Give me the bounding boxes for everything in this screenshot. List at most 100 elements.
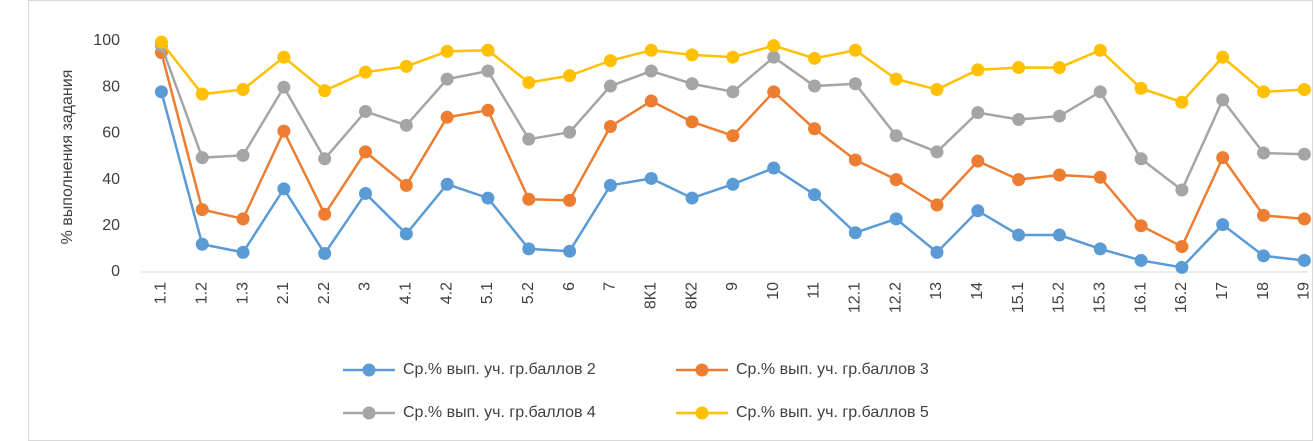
point <box>1134 219 1148 233</box>
point <box>1052 109 1066 123</box>
point <box>1093 242 1107 256</box>
point <box>481 103 495 117</box>
point <box>726 129 740 143</box>
point <box>685 115 699 129</box>
point <box>1175 183 1189 197</box>
point <box>685 77 699 91</box>
x-tick-label: 12.1 <box>847 282 864 313</box>
y-tick-label: 60 <box>102 125 120 142</box>
point <box>1012 61 1026 75</box>
point <box>1257 249 1271 263</box>
point <box>603 178 617 192</box>
point <box>318 247 332 261</box>
point <box>1052 168 1066 182</box>
point <box>359 186 372 200</box>
point <box>1052 61 1066 75</box>
legend-label: Ср.% вып. уч. гр.баллов 3 <box>736 361 929 378</box>
point <box>848 226 862 240</box>
point <box>399 227 413 241</box>
point <box>440 177 454 191</box>
point <box>1297 212 1311 226</box>
point <box>726 50 740 64</box>
point <box>318 84 332 98</box>
point <box>1216 93 1230 107</box>
point <box>767 50 781 64</box>
point <box>522 192 536 206</box>
point <box>563 244 577 258</box>
point <box>1175 260 1189 274</box>
x-tick-label: 8К1 <box>642 282 659 309</box>
point <box>1012 113 1026 127</box>
point <box>644 64 658 78</box>
point <box>1093 170 1107 184</box>
point <box>1134 81 1148 95</box>
legend-marker <box>362 406 376 420</box>
point <box>277 80 291 94</box>
chart-border <box>28 0 1313 441</box>
x-tick-label: 1.3 <box>234 282 251 304</box>
point <box>563 125 577 139</box>
point <box>154 35 168 49</box>
point <box>971 63 985 77</box>
x-tick-label: 15.2 <box>1051 282 1068 313</box>
x-tick-label: 11 <box>806 282 823 299</box>
point <box>1257 208 1271 222</box>
point <box>889 173 903 187</box>
point <box>603 119 617 133</box>
point <box>563 193 577 207</box>
point <box>889 212 903 226</box>
y-tick-label: 0 <box>111 263 120 280</box>
point <box>726 85 740 99</box>
point <box>1297 83 1311 97</box>
point <box>808 122 822 136</box>
point <box>767 161 781 175</box>
point <box>1012 173 1026 187</box>
point <box>1093 85 1107 99</box>
point <box>1216 151 1230 165</box>
point <box>726 177 740 191</box>
point <box>1175 95 1189 109</box>
x-tick-label: 8К2 <box>683 282 700 309</box>
point <box>1093 43 1107 57</box>
point <box>1134 253 1148 267</box>
point <box>971 204 985 218</box>
point <box>1257 85 1271 99</box>
point <box>154 85 168 99</box>
legend-marker <box>362 363 376 377</box>
point <box>359 145 372 159</box>
point <box>930 198 944 212</box>
point <box>236 148 250 162</box>
point <box>359 65 372 79</box>
point <box>848 43 862 57</box>
point <box>1052 228 1066 242</box>
x-tick-label: 9 <box>724 282 741 291</box>
x-tick-label: 5.1 <box>479 282 496 304</box>
point <box>603 79 617 93</box>
point <box>236 245 250 259</box>
point <box>236 212 250 226</box>
point <box>440 44 454 58</box>
point <box>359 104 372 118</box>
point <box>399 178 413 192</box>
x-tick-label: 4.1 <box>398 282 415 304</box>
point <box>808 51 822 65</box>
x-tick-label: 4.2 <box>438 282 455 304</box>
point <box>848 77 862 91</box>
point <box>644 171 658 185</box>
point <box>318 152 332 166</box>
point <box>481 64 495 78</box>
point <box>481 43 495 57</box>
legend-marker <box>695 406 709 420</box>
y-tick-label: 100 <box>93 32 120 49</box>
point <box>644 43 658 57</box>
point <box>1216 218 1230 232</box>
point <box>603 54 617 68</box>
point <box>399 118 413 132</box>
point <box>889 72 903 86</box>
point <box>522 242 536 256</box>
x-tick-label: 18 <box>1255 282 1272 300</box>
y-tick-label: 40 <box>102 171 120 188</box>
y-tick-label: 20 <box>102 217 120 234</box>
